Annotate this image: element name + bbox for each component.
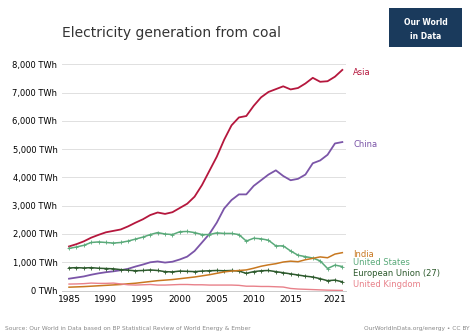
Text: in Data: in Data [410, 31, 441, 40]
Text: Source: Our World in Data based on BP Statistical Review of World Energy & Ember: Source: Our World in Data based on BP St… [5, 326, 250, 331]
Text: China: China [353, 140, 377, 149]
Text: Asia: Asia [353, 68, 371, 77]
Text: India: India [353, 250, 374, 259]
Text: Electricity generation from coal: Electricity generation from coal [62, 26, 281, 40]
Text: United States: United States [353, 259, 410, 267]
Text: United Kingdom: United Kingdom [353, 280, 421, 289]
Text: OurWorldInData.org/energy • CC BY: OurWorldInData.org/energy • CC BY [364, 326, 469, 331]
Text: European Union (27): European Union (27) [353, 269, 440, 278]
Text: Our World: Our World [403, 18, 447, 27]
